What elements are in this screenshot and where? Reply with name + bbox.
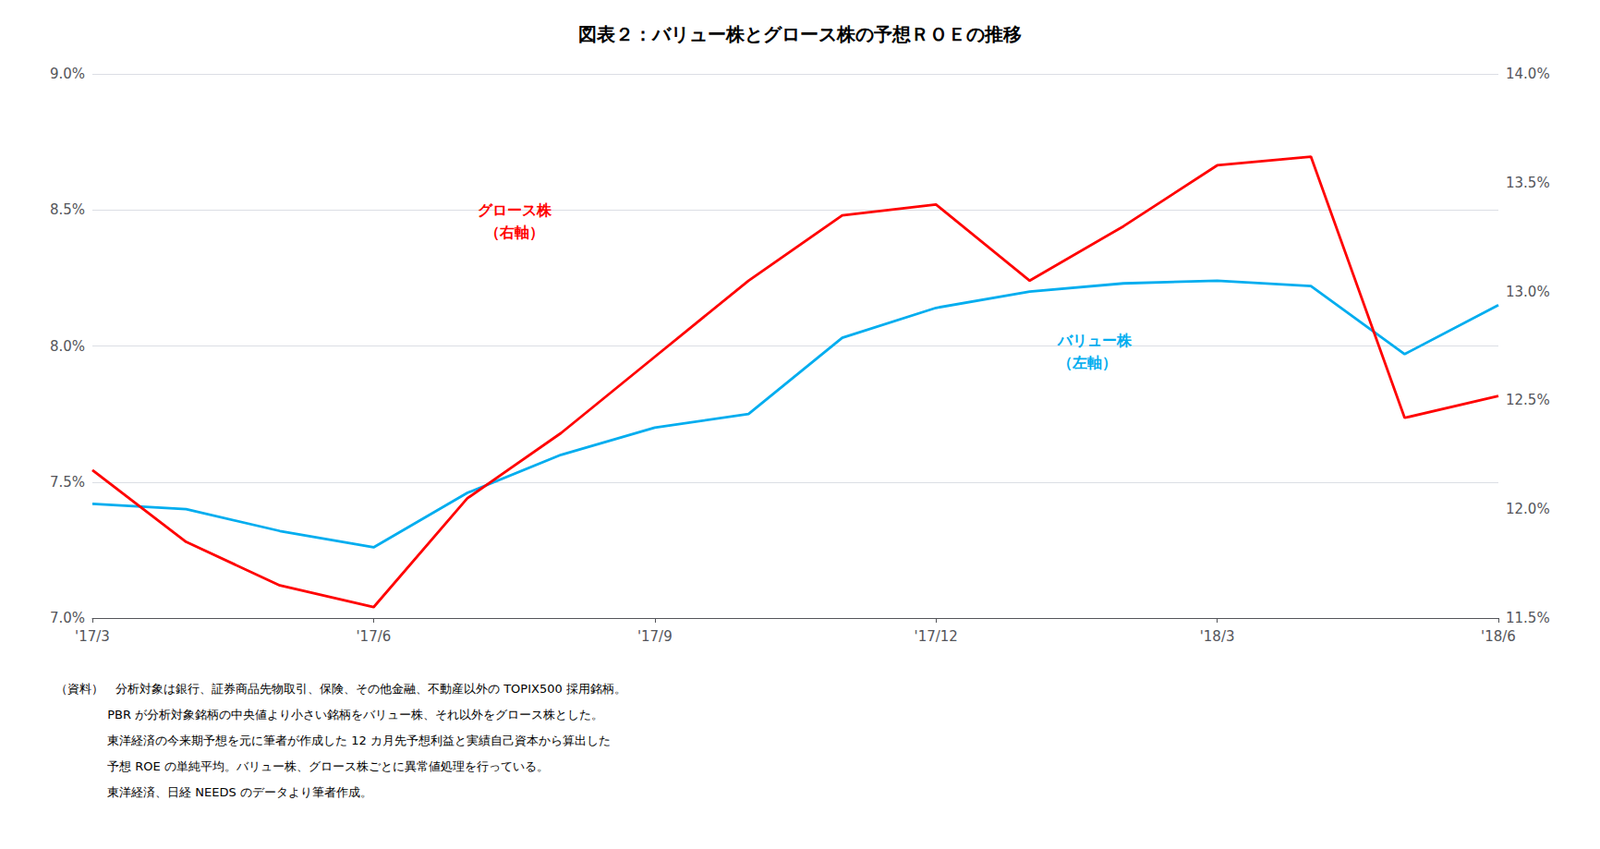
svg-text:予想 ROE の単純平均。バリュー株、グロース株ごとに異常値: 予想 ROE の単純平均。バリュー株、グロース株ごとに異常値処理を行っている。	[55, 759, 549, 774]
svg-text:8.5%: 8.5%	[49, 201, 85, 219]
svg-text:'18/6: '18/6	[1480, 628, 1516, 645]
svg-text:12.0%: 12.0%	[1505, 500, 1551, 518]
svg-text:'17/9: '17/9	[637, 628, 673, 645]
svg-text:8.0%: 8.0%	[49, 338, 85, 355]
svg-text:9.0%: 9.0%	[49, 65, 85, 83]
svg-text:PBR が分析対象銘柄の中央値より小さい銘柄をバリュー株、そ: PBR が分析対象銘柄の中央値より小さい銘柄をバリュー株、それ以外をグロース株と…	[55, 707, 604, 722]
svg-text:7.0%: 7.0%	[49, 609, 85, 627]
svg-text:（右軸）: （右軸）	[484, 223, 545, 242]
svg-text:14.0%: 14.0%	[1505, 65, 1551, 83]
svg-text:11.5%: 11.5%	[1505, 609, 1551, 627]
svg-text:13.0%: 13.0%	[1505, 283, 1551, 301]
svg-text:東洋経済の今来期予想を元に筆者が作成した 12 カ月先予想利: 東洋経済の今来期予想を元に筆者が作成した 12 カ月先予想利益と実績自己資本から…	[55, 733, 611, 748]
svg-text:7.5%: 7.5%	[49, 473, 85, 491]
svg-text:バリュー株: バリュー株	[1056, 331, 1133, 350]
svg-text:13.5%: 13.5%	[1505, 174, 1551, 192]
svg-text:（資料） 分析対象は銀行、証券商品先物取引、保険、その他金融: （資料） 分析対象は銀行、証券商品先物取引、保険、その他金融、不動産以外の TO…	[55, 681, 627, 696]
svg-text:グロース株: グロース株	[477, 201, 553, 219]
svg-text:図表２：バリュー株とグロース株の予想ＲＯＥの推移: 図表２：バリュー株とグロース株の予想ＲＯＥの推移	[578, 23, 1022, 46]
svg-text:'17/6: '17/6	[355, 628, 391, 645]
svg-text:（左軸）: （左軸）	[1057, 353, 1117, 372]
svg-text:12.5%: 12.5%	[1505, 391, 1551, 409]
svg-text:'18/3: '18/3	[1200, 628, 1236, 645]
svg-text:'17/12: '17/12	[914, 628, 958, 645]
svg-text:東洋経済、日経 NEEDS のデータより筆者作成。: 東洋経済、日経 NEEDS のデータより筆者作成。	[55, 785, 373, 800]
svg-text:'17/3: '17/3	[74, 628, 110, 645]
